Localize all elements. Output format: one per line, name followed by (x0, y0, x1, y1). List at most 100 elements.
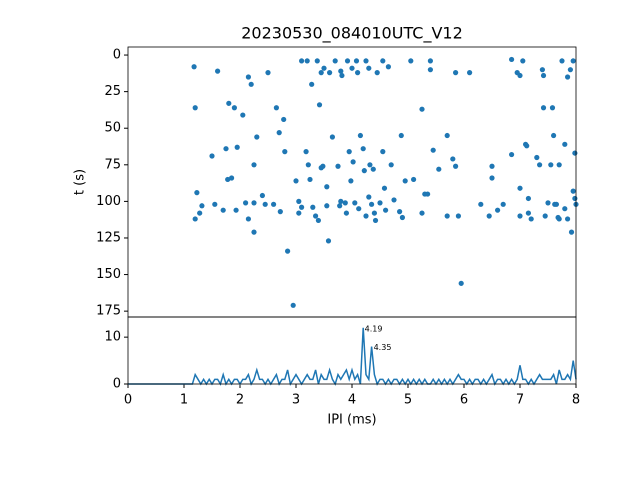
point (411, 176, 417, 183)
point (467, 70, 473, 76)
point (342, 200, 348, 206)
x-tick-label: 6 (460, 393, 468, 408)
point (281, 116, 287, 123)
point (305, 162, 311, 168)
point (517, 72, 523, 79)
point (486, 213, 492, 219)
point (299, 204, 305, 210)
point (430, 147, 436, 153)
point (352, 200, 358, 206)
point (327, 70, 333, 76)
point (455, 213, 461, 219)
point (509, 56, 515, 63)
point (540, 105, 547, 111)
point (273, 105, 279, 111)
point (344, 58, 351, 64)
point (276, 130, 282, 136)
x-tick-label: 7 (516, 393, 524, 408)
point (282, 149, 288, 155)
y-tick-label: 0 (113, 48, 121, 63)
point (556, 162, 562, 168)
point (318, 70, 324, 76)
point (339, 72, 345, 79)
point (397, 209, 403, 215)
chart-title: 20230530_084010UTC_V12 (241, 24, 463, 44)
point (259, 192, 265, 199)
point (240, 112, 246, 118)
point (478, 201, 484, 207)
point (304, 58, 310, 64)
point (374, 70, 380, 76)
point (325, 238, 332, 244)
point (380, 149, 386, 155)
line (128, 327, 577, 387)
point (251, 200, 257, 206)
y-tick-label: 100 (96, 194, 121, 209)
point (453, 163, 459, 169)
point (489, 175, 495, 181)
point (309, 81, 315, 87)
point (245, 74, 251, 80)
point (315, 217, 321, 224)
point (567, 67, 574, 73)
point (248, 81, 254, 87)
point (226, 100, 232, 106)
x-tick-label: 8 (572, 393, 580, 408)
point (251, 162, 257, 168)
point (310, 204, 316, 210)
point (332, 58, 338, 64)
y-tick-label: 10 (104, 330, 121, 345)
point (271, 201, 277, 207)
point (372, 217, 379, 224)
point (427, 67, 433, 73)
annotation: 4.35 (374, 343, 392, 352)
y-tick-label: 75 (104, 157, 121, 172)
y-tick-label: 50 (104, 121, 121, 136)
point (367, 162, 373, 168)
point (192, 216, 198, 222)
point (285, 248, 291, 254)
point (528, 216, 534, 222)
point (419, 210, 425, 216)
point (314, 58, 320, 64)
point (313, 213, 319, 219)
y-tick-label: 175 (96, 304, 121, 319)
point (353, 58, 360, 64)
point (570, 188, 576, 194)
point (425, 191, 431, 197)
point (366, 194, 372, 200)
point (370, 166, 376, 172)
point (562, 206, 568, 212)
point (408, 58, 414, 64)
point (229, 175, 235, 181)
point (568, 229, 575, 235)
point (380, 58, 386, 64)
point (290, 302, 296, 308)
point (231, 105, 237, 111)
point (525, 210, 532, 216)
point (542, 213, 548, 219)
point (540, 72, 547, 79)
x-tick-label: 1 (180, 393, 188, 408)
point (243, 200, 249, 206)
x-tick-label: 0 (124, 393, 132, 408)
point (366, 65, 372, 71)
point (223, 146, 229, 152)
point (436, 166, 442, 172)
point (192, 105, 198, 111)
point (391, 197, 397, 203)
point (296, 198, 302, 204)
point (388, 162, 394, 168)
point (509, 151, 515, 158)
point (293, 178, 299, 184)
point (277, 209, 283, 215)
point (199, 203, 205, 209)
point (335, 163, 341, 169)
point (262, 201, 268, 207)
y-tick-label: 125 (96, 230, 121, 245)
axes-frame (127, 316, 577, 385)
point (548, 162, 554, 168)
point (570, 58, 576, 64)
y-tick-label: 25 (104, 84, 121, 99)
point (369, 201, 375, 207)
